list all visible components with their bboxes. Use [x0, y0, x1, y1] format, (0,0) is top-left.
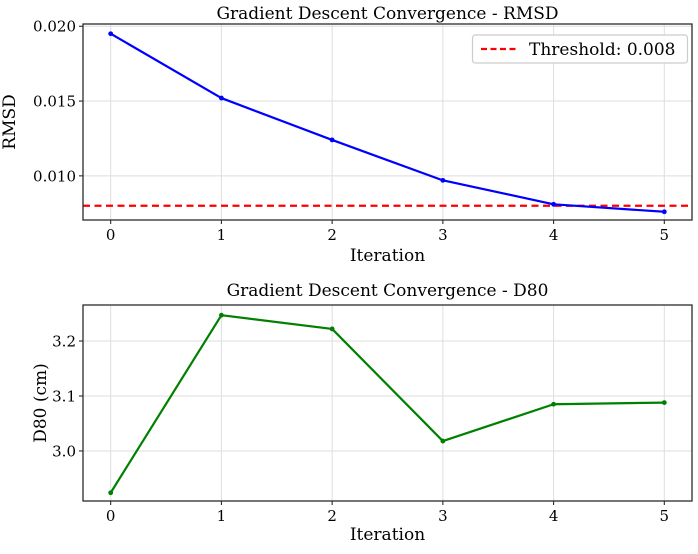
rmsd-data-point-marker — [219, 95, 224, 101]
x-tick-label: 4 — [549, 226, 559, 244]
x-tick-label: 5 — [660, 507, 670, 525]
x-tick-label: 2 — [327, 226, 337, 244]
x-tick-label: 1 — [217, 226, 227, 244]
y-tick-label: 3.0 — [52, 442, 76, 460]
rmsd-convergence-chart: 0 1 2 3 4 5 0.010 0.015 0.020 Gradient Descent Co… — [0, 4, 693, 266]
d80-series-line — [109, 314, 666, 494]
y-tick-label: 0.015 — [33, 93, 76, 111]
rmsd-data-point-marker — [551, 201, 556, 207]
rmsd-data-point-marker — [440, 177, 446, 183]
rmsd-series-line — [109, 32, 666, 213]
y-tick-label: 0.020 — [33, 18, 76, 36]
x-axis-label: Iteration — [350, 246, 425, 266]
x-tick-label: 0 — [106, 226, 116, 244]
d80-data-point-marker — [329, 326, 335, 332]
rmsd-data-point-marker — [329, 137, 335, 143]
y-tick-label: 0.010 — [33, 167, 76, 185]
y-tick-label: 3.2 — [52, 333, 76, 351]
d80-data-point-marker — [440, 438, 446, 444]
x-tick-label: 3 — [438, 226, 448, 244]
x-tick-label: 1 — [217, 507, 227, 525]
axes-border — [82, 23, 693, 221]
x-axis-label: Iteration — [350, 525, 425, 545]
legend-box — [471, 34, 689, 64]
axes-border — [82, 304, 693, 502]
d80-convergence-chart: 0 1 2 3 4 5 3.0 3.1 3.2 Gradient Descent Converge… — [0, 277, 698, 554]
d80-data-point-marker — [551, 401, 556, 407]
x-tick-label: 4 — [549, 507, 559, 525]
d80-data-point-marker — [219, 312, 224, 318]
d80-data-point-marker — [661, 400, 667, 405]
y-tick-label: 3.1 — [52, 387, 76, 405]
chart-title: Gradient Descent Convergence - RMSD — [216, 4, 558, 24]
y-axis-label: RMSD — [0, 94, 20, 149]
x-tick-label: 0 — [106, 507, 116, 525]
rmsd-data-point-marker — [661, 209, 667, 215]
rmsd-data-point-marker — [108, 31, 114, 37]
legend-label: Threshold: 0.008 — [529, 40, 676, 60]
plot-background — [0, 277, 698, 554]
x-tick-label: 5 — [660, 226, 670, 244]
chart-title: Gradient Descent Convergence - D80 — [227, 281, 549, 301]
x-tick-label: 2 — [327, 507, 337, 525]
d80-data-point-marker — [108, 490, 114, 496]
y-axis-label: D80 (cm) — [31, 363, 51, 443]
x-tick-label: 3 — [438, 507, 448, 525]
